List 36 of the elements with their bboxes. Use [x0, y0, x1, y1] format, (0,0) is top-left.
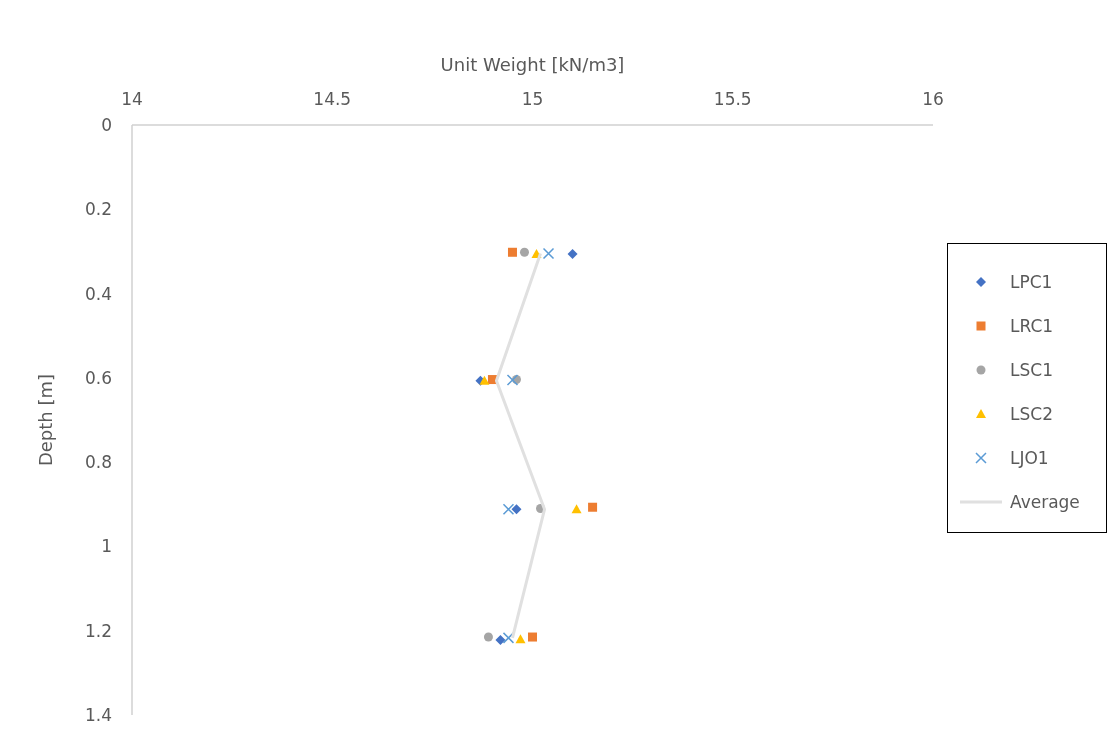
- y-tick-label: 0.4: [84, 283, 112, 304]
- y-tick-label: 1: [101, 536, 112, 557]
- y-axis-title: Depth [m]: [35, 373, 57, 467]
- point: [588, 502, 598, 512]
- point: [528, 632, 537, 642]
- y-tick-label: 0.2: [84, 199, 112, 220]
- point: [567, 248, 578, 259]
- y-tick-label: 0.8: [84, 452, 112, 473]
- legend-label: LPC1: [1010, 272, 1053, 292]
- y-tick-label: 0: [101, 115, 112, 136]
- point: [506, 374, 519, 386]
- point: [507, 247, 517, 257]
- legend-label: LSC2: [1010, 404, 1053, 424]
- legend-label: LRC1: [1010, 316, 1054, 336]
- point: [542, 247, 555, 260]
- point: [519, 247, 529, 257]
- x-tick-label: 15.5: [713, 89, 752, 109]
- point: [571, 504, 582, 514]
- legend-label: LJO1: [1010, 448, 1049, 468]
- legend-label: LSC1: [1010, 360, 1053, 380]
- point: [479, 375, 490, 385]
- point: [502, 503, 515, 516]
- y-tick-label: 0.6: [84, 367, 112, 388]
- x-tick-label: 15: [521, 89, 544, 109]
- y-tick-label: 1.2: [84, 620, 112, 641]
- point: [511, 504, 522, 515]
- x-tick-label: 16: [922, 89, 944, 109]
- x-tick-label: 14.5: [313, 89, 352, 109]
- legend-label: Average: [1010, 492, 1080, 512]
- point: [495, 634, 506, 645]
- point: [502, 632, 515, 644]
- x-axis-title: Unit Weight [kN/m3]: [440, 53, 625, 75]
- point: [515, 634, 526, 644]
- x-tick-label: 14: [121, 89, 143, 109]
- point: [483, 632, 493, 642]
- y-tick-label: 1.4: [84, 705, 112, 726]
